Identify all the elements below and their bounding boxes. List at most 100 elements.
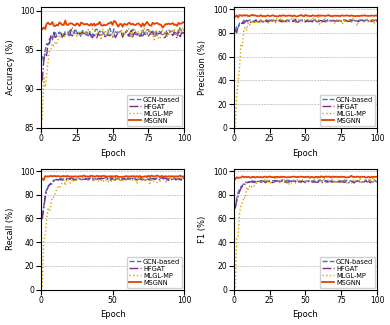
HFGAT: [262, 20, 266, 24]
MLGL-MP: [365, 179, 369, 183]
Line: MSGNN: MSGNN: [235, 176, 377, 179]
HFGAT: [306, 180, 311, 184]
GCN-based: [233, 207, 238, 211]
MSGNN: [69, 175, 73, 178]
Legend: GCN-based, HFGAT, MLGL-MP, MSGNN: GCN-based, HFGAT, MLGL-MP, MSGNN: [127, 95, 182, 126]
MLGL-MP: [369, 178, 374, 182]
MLGL-MP: [115, 176, 119, 180]
HFGAT: [260, 179, 265, 183]
Line: HFGAT: HFGAT: [235, 180, 377, 208]
MSGNN: [369, 175, 374, 179]
MLGL-MP: [316, 15, 321, 19]
GCN-based: [182, 32, 187, 35]
HFGAT: [233, 28, 238, 32]
MLGL-MP: [124, 29, 129, 32]
Y-axis label: Precision (%): Precision (%): [199, 40, 207, 95]
Line: MLGL-MP: MLGL-MP: [42, 175, 184, 287]
MSGNN: [306, 175, 311, 179]
GCN-based: [260, 178, 265, 182]
MSGNN: [40, 177, 44, 181]
MSGNN: [375, 175, 379, 179]
MSGNN: [349, 174, 354, 178]
GCN-based: [175, 177, 179, 181]
MSGNN: [41, 178, 46, 182]
GCN-based: [365, 18, 369, 22]
Y-axis label: F1 (%): F1 (%): [199, 215, 207, 243]
MLGL-MP: [233, 125, 238, 129]
MLGL-MP: [319, 179, 324, 183]
HFGAT: [67, 177, 72, 181]
MLGL-MP: [307, 179, 312, 183]
Line: GCN-based: GCN-based: [42, 177, 184, 215]
GCN-based: [177, 26, 182, 30]
MLGL-MP: [40, 118, 44, 122]
MSGNN: [172, 23, 177, 27]
MLGL-MP: [182, 32, 187, 36]
MSGNN: [173, 174, 178, 178]
MSGNN: [260, 176, 265, 179]
MSGNN: [236, 16, 240, 20]
MSGNN: [69, 21, 73, 25]
MLGL-MP: [260, 19, 265, 22]
HFGAT: [365, 180, 369, 184]
X-axis label: Epoch: Epoch: [292, 310, 318, 319]
HFGAT: [172, 176, 177, 180]
GCN-based: [41, 59, 46, 63]
MSGNN: [176, 21, 181, 25]
X-axis label: Epoch: Epoch: [100, 310, 126, 319]
MSGNN: [263, 14, 268, 18]
Line: GCN-based: GCN-based: [42, 28, 184, 61]
MLGL-MP: [87, 173, 92, 177]
MLGL-MP: [73, 32, 78, 36]
HFGAT: [113, 36, 118, 40]
GCN-based: [176, 31, 181, 35]
HFGAT: [73, 32, 78, 36]
MSGNN: [116, 175, 121, 179]
Line: MLGL-MP: MLGL-MP: [235, 177, 377, 288]
HFGAT: [182, 177, 187, 181]
HFGAT: [369, 180, 374, 184]
MLGL-MP: [175, 32, 179, 36]
MLGL-MP: [260, 179, 265, 183]
MLGL-MP: [126, 176, 131, 180]
Line: MLGL-MP: MLGL-MP: [235, 17, 377, 127]
HFGAT: [307, 19, 312, 23]
GCN-based: [375, 18, 379, 22]
GCN-based: [233, 29, 238, 33]
Line: HFGAT: HFGAT: [42, 178, 184, 219]
MLGL-MP: [233, 286, 238, 290]
HFGAT: [176, 28, 181, 32]
Line: MSGNN: MSGNN: [42, 176, 184, 180]
Line: MSGNN: MSGNN: [235, 15, 377, 18]
HFGAT: [67, 29, 72, 33]
HFGAT: [176, 177, 181, 181]
GCN-based: [172, 31, 177, 34]
Line: MSGNN: MSGNN: [42, 20, 184, 29]
MLGL-MP: [375, 180, 379, 184]
GCN-based: [73, 177, 78, 181]
GCN-based: [369, 18, 374, 22]
HFGAT: [233, 206, 238, 210]
HFGAT: [234, 31, 239, 35]
MLGL-MP: [369, 20, 374, 24]
GCN-based: [126, 31, 131, 35]
MLGL-MP: [170, 31, 175, 35]
GCN-based: [266, 179, 271, 183]
Legend: GCN-based, HFGAT, MLGL-MP, MSGNN: GCN-based, HFGAT, MLGL-MP, MSGNN: [320, 257, 375, 288]
MLGL-MP: [113, 31, 118, 35]
GCN-based: [375, 180, 379, 184]
HFGAT: [324, 18, 329, 21]
GCN-based: [307, 19, 312, 22]
HFGAT: [375, 179, 379, 183]
GCN-based: [69, 27, 73, 31]
MSGNN: [365, 176, 369, 179]
GCN-based: [40, 214, 44, 217]
MSGNN: [320, 14, 325, 18]
MLGL-MP: [375, 20, 379, 23]
MSGNN: [63, 19, 67, 22]
GCN-based: [170, 177, 175, 181]
HFGAT: [40, 79, 44, 83]
X-axis label: Epoch: Epoch: [100, 149, 126, 158]
HFGAT: [170, 34, 175, 38]
Y-axis label: Accuracy (%): Accuracy (%): [5, 40, 14, 95]
